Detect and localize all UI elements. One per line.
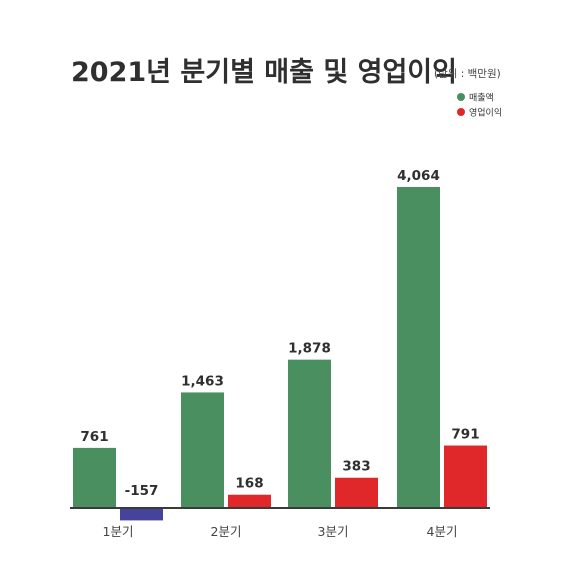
data-label-operating-profit-q2: 168 [235,476,263,492]
plot-area: 761 -157 1분기 1,463 168 2분기 1,878 383 3분기 4,064 791… [70,168,490,539]
bar-sales-q2 [181,392,224,508]
bar-operating-profit-q2 [228,494,271,508]
category-label-q1: 1분기 [103,524,134,539]
data-label-operating-profit-q3: 383 [342,459,370,475]
category-label-q3: 3분기 [318,524,349,539]
data-label-sales-q3: 1,878 [288,341,331,357]
chart-title: 2021년 분기별 매출 및 영업이익 [71,57,457,88]
legend: 매출액 영업이익 [457,92,502,119]
bar-operating-profit-q1 [120,508,163,521]
chart-unit-note: (단위 : 백만원) [434,67,501,80]
data-label-sales-q4: 4,064 [397,168,440,184]
legend-label-operating-profit: 영업이익 [469,107,502,119]
bar-sales-q4 [397,187,440,508]
bar-sales-q3 [288,359,331,508]
data-label-sales-q1: 761 [80,429,108,445]
category-label-q2: 2분기 [211,524,242,539]
bar-operating-profit-q3 [335,477,378,508]
category-label-q4: 4분기 [427,524,458,539]
legend-swatch-operating-profit [457,108,465,116]
data-label-operating-profit-q4: 791 [451,427,479,443]
legend-swatch-sales [457,93,465,101]
bar-operating-profit-q4 [444,445,487,508]
legend-label-sales: 매출액 [469,92,494,104]
data-label-operating-profit-q1: -157 [125,483,159,499]
bar-sales-q1 [73,447,116,508]
data-label-sales-q2: 1,463 [181,373,224,389]
